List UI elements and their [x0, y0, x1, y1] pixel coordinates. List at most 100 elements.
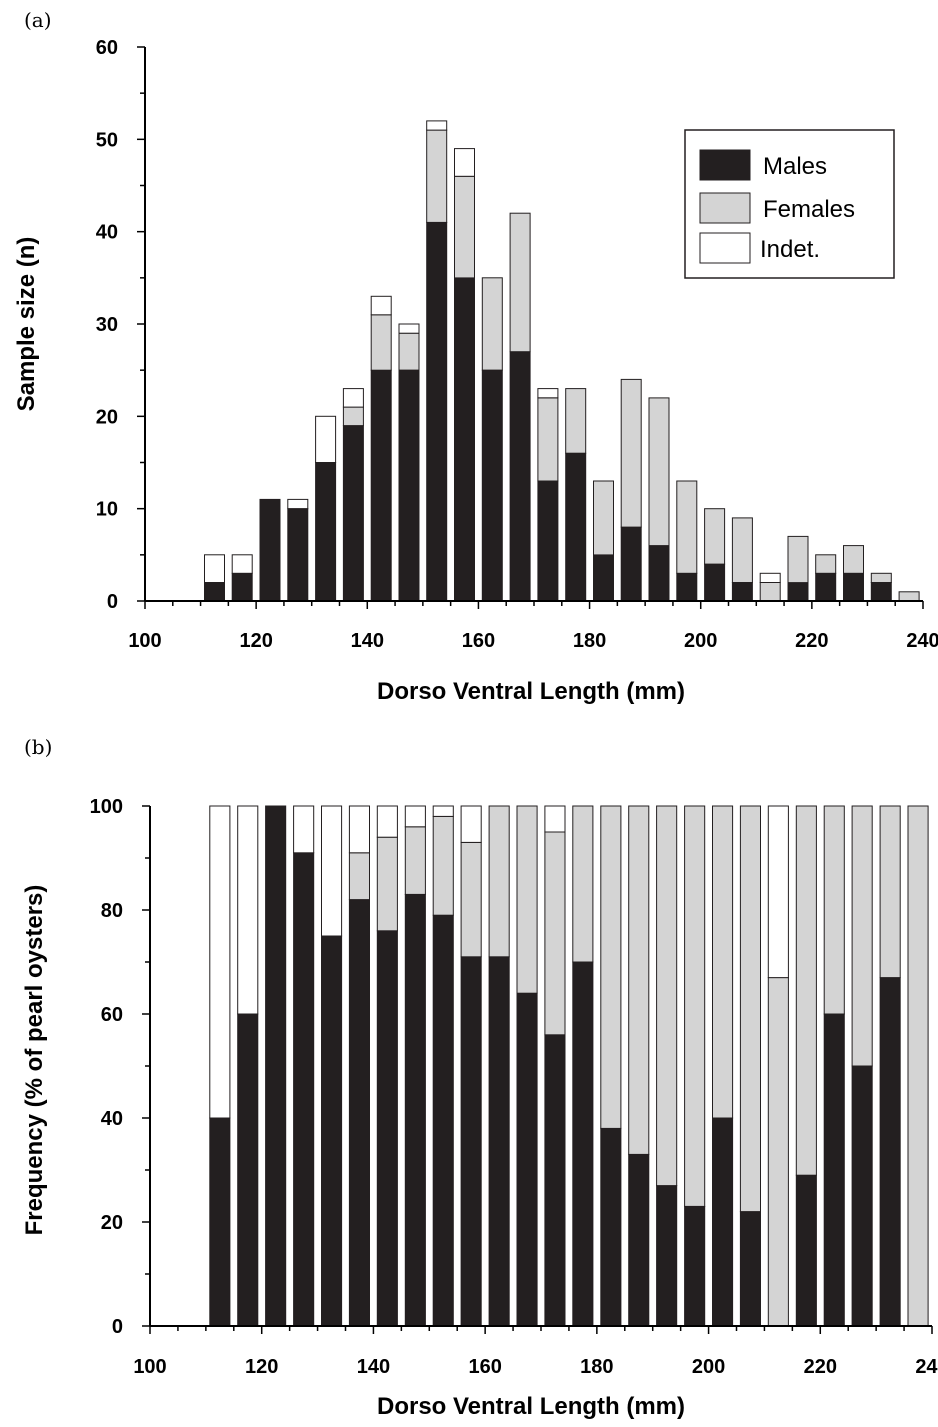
- y-tick-label: 60: [101, 1004, 123, 1026]
- x-tick-label: 220: [795, 630, 828, 652]
- bar-females-a-21: [787, 535, 809, 584]
- bar-males-b-14: [600, 1127, 622, 1327]
- y-tick-label: 50: [96, 129, 118, 151]
- bar-indet-a-7: [398, 323, 420, 334]
- bar-females-b-16: [656, 805, 678, 1187]
- bar-males-b-0: [209, 1117, 231, 1327]
- panel-b-chart: (b) 100120140160180200220240020406080100…: [21, 735, 938, 1420]
- bar-indet-a-20: [759, 572, 781, 583]
- bar-females-b-24: [879, 805, 901, 979]
- bar-females-a-5: [342, 406, 364, 427]
- x-tick-label: 100: [128, 630, 161, 652]
- panel-b-bars: [209, 805, 929, 1327]
- bar-females-a-19: [731, 517, 753, 584]
- bar-indet-a-8: [426, 120, 448, 131]
- panel-a-legend: Males Females Indet.: [684, 129, 895, 279]
- bar-males-a-3: [287, 508, 309, 602]
- bar-females-a-9: [454, 175, 475, 279]
- bar-females-a-18: [704, 508, 726, 565]
- bar-indet-b-8: [432, 805, 454, 817]
- x-tick-label: 120: [239, 630, 272, 652]
- bar-males-b-15: [628, 1153, 650, 1327]
- bar-females-b-11: [516, 805, 538, 994]
- bar-indet-b-9: [460, 805, 482, 843]
- bar-males-b-19: [739, 1211, 762, 1327]
- bar-females-a-6: [370, 314, 392, 371]
- bar-males-a-22: [815, 572, 837, 602]
- bar-indet-a-12: [537, 388, 559, 399]
- panel-b-x-axis-title: Dorso Ventral Length (mm): [377, 1393, 685, 1420]
- bar-males-b-4: [321, 935, 343, 1327]
- bar-indet-b-20: [767, 805, 789, 979]
- bar-females-b-21: [795, 805, 817, 1176]
- bar-males-b-6: [376, 930, 398, 1327]
- y-tick-label: 30: [96, 314, 118, 336]
- y-tick-label: 40: [101, 1108, 123, 1130]
- bar-females-b-20: [767, 977, 789, 1327]
- bar-males-b-7: [404, 893, 426, 1327]
- bar-females-b-5: [348, 852, 370, 901]
- legend-label-indet: Indet.: [760, 236, 820, 263]
- x-tick-label: 160: [468, 1356, 501, 1378]
- legend-label-females: Females: [763, 196, 855, 223]
- bar-indet-a-5: [342, 388, 364, 408]
- bar-males-b-11: [516, 992, 538, 1327]
- bar-males-a-16: [648, 545, 670, 602]
- bar-females-b-25: [907, 805, 929, 1327]
- bar-males-b-12: [544, 1034, 566, 1327]
- bar-females-a-20: [759, 582, 781, 602]
- bar-indet-a-0: [204, 554, 225, 583]
- panel-a-x-axis-title: Dorso Ventral Length (mm): [377, 678, 685, 705]
- bar-females-b-14: [600, 805, 622, 1129]
- bar-males-b-16: [656, 1185, 678, 1327]
- x-tick-label: 180: [580, 1356, 613, 1378]
- bar-females-b-17: [684, 805, 706, 1207]
- panel-a-chart: (a) 100 120 140 160 180 200 220 240 0 10 20 30 40 50 6…: [13, 8, 938, 705]
- bar-males-a-4: [315, 462, 337, 602]
- bar-males-b-13: [572, 961, 594, 1327]
- y-tick-label: 60: [96, 37, 118, 59]
- bar-indet-a-1: [231, 554, 253, 574]
- bar-males-a-21: [787, 582, 809, 602]
- bar-females-a-17: [676, 480, 698, 574]
- y-tick-label: 100: [90, 796, 123, 818]
- bar-males-a-2: [259, 498, 281, 602]
- bar-females-a-7: [398, 332, 420, 371]
- bar-males-b-2: [265, 805, 287, 1327]
- bar-females-a-25: [898, 591, 920, 602]
- bar-males-b-21: [795, 1174, 817, 1327]
- panel-a-label: (a): [24, 8, 52, 32]
- panel-b-label: (b): [24, 735, 52, 759]
- bar-males-b-1: [237, 1013, 259, 1327]
- bar-males-a-12: [537, 480, 559, 602]
- bar-males-b-5: [348, 899, 370, 1327]
- bar-indet-b-5: [348, 805, 370, 854]
- bar-males-b-24: [879, 977, 901, 1327]
- bar-males-b-23: [851, 1065, 873, 1327]
- bar-males-b-3: [293, 852, 315, 1327]
- bar-females-a-15: [620, 378, 642, 528]
- y-tick-label: 0: [112, 1316, 123, 1338]
- bar-indet-b-6: [376, 805, 398, 838]
- bar-females-a-16: [648, 397, 670, 547]
- x-tick-label: 140: [351, 630, 384, 652]
- bar-females-b-22: [823, 805, 845, 1015]
- bar-males-b-9: [460, 956, 482, 1327]
- bar-males-b-18: [712, 1117, 734, 1327]
- panel-a-axes: 100 120 140 160 180 200 220 240 0 10 20 30 40 50 60: [96, 37, 938, 652]
- bar-indet-b-1: [237, 805, 259, 1015]
- bar-females-a-14: [593, 480, 614, 556]
- bar-males-a-1: [231, 572, 253, 602]
- bar-males-a-0: [204, 582, 225, 602]
- bar-indet-b-12: [544, 805, 566, 833]
- x-tick-label: 120: [245, 1356, 278, 1378]
- bar-males-a-13: [565, 452, 587, 602]
- bar-females-a-22: [815, 554, 837, 574]
- bar-females-b-9: [460, 841, 482, 958]
- bar-males-a-5: [342, 425, 364, 602]
- bar-females-a-24: [870, 572, 892, 583]
- legend-swatch-males: [699, 149, 751, 181]
- x-tick-label: 240: [915, 1356, 938, 1378]
- bar-indet-a-4: [315, 415, 337, 463]
